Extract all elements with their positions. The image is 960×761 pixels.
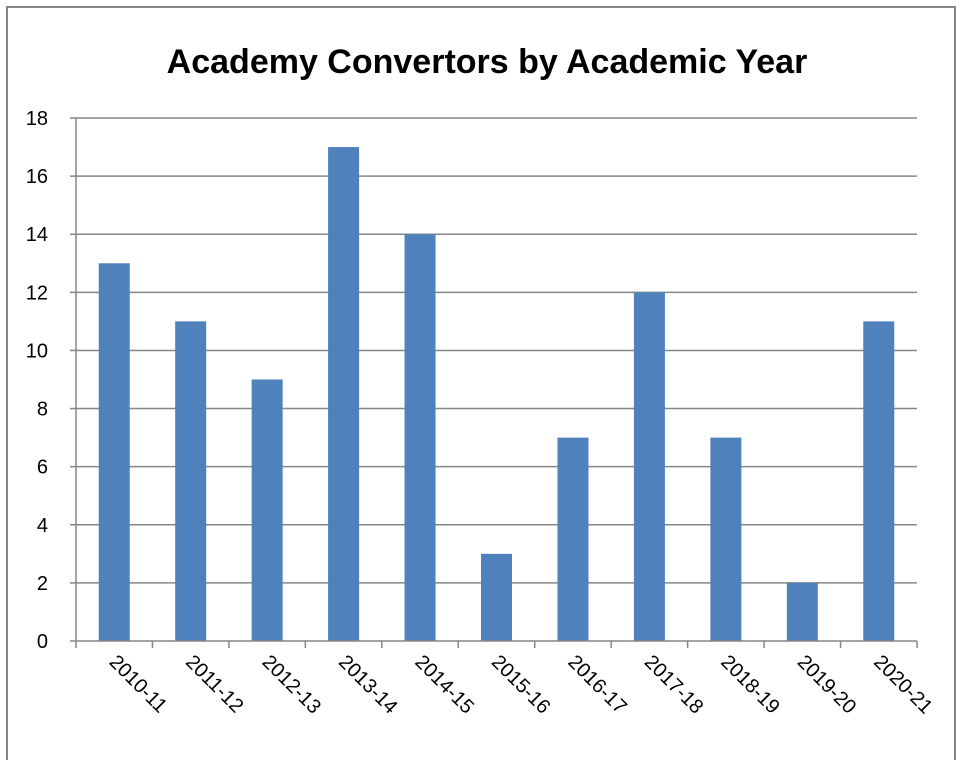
x-tick-label: 2018-19 <box>716 651 783 718</box>
bars <box>98 147 895 642</box>
bar <box>404 234 436 641</box>
x-tick-label: 2017-18 <box>640 651 707 718</box>
bar <box>633 292 665 641</box>
x-tick-label: 2013-14 <box>334 651 401 718</box>
bar <box>328 147 360 642</box>
y-tick-label: 4 <box>37 515 48 537</box>
y-tick-label: 18 <box>26 108 48 130</box>
x-tick-label: 2011-12 <box>181 651 247 717</box>
bar <box>481 553 512 641</box>
y-tick-label: 10 <box>26 340 48 362</box>
y-tick-label: 2 <box>37 573 48 595</box>
bar <box>863 321 895 641</box>
y-tick-label: 16 <box>26 166 48 188</box>
x-tick-labels: 2010-11 2011-12 2012-13 2013-14 2014-15 2015-… <box>105 651 937 718</box>
bar <box>175 321 207 641</box>
x-tick-label: 2010-11 <box>105 651 171 717</box>
x-tick-label: 2012-13 <box>258 651 325 718</box>
bar <box>786 582 818 641</box>
y-tick-label: 12 <box>26 282 48 304</box>
bar <box>710 437 742 641</box>
x-tick-label: 2016-17 <box>563 651 630 718</box>
bar <box>251 379 283 641</box>
bar <box>557 437 589 641</box>
y-tick-label: 6 <box>37 457 48 479</box>
x-tick-label: 2020-21 <box>869 651 936 718</box>
chart-title: Academy Convertors by Academic Year <box>167 43 808 81</box>
y-tick-label: 14 <box>26 224 48 246</box>
axes <box>70 117 918 648</box>
x-tick-label: 2014-15 <box>411 651 478 718</box>
y-tick-label: 0 <box>37 631 48 653</box>
x-tick-label: 2015-16 <box>487 651 554 718</box>
y-tick-labels: 0 2 4 6 8 10 12 14 16 18 <box>26 108 48 653</box>
x-tick-label: 2019-20 <box>793 651 860 718</box>
y-tick-label: 8 <box>37 399 48 421</box>
bar <box>98 263 130 641</box>
